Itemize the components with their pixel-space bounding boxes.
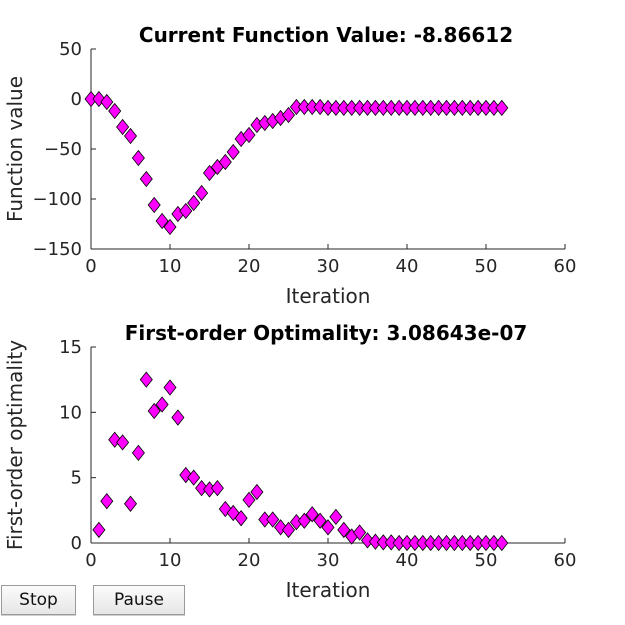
- data-point: [131, 444, 145, 461]
- x-tick-label: 0: [85, 550, 96, 571]
- x-tick-label: 50: [475, 256, 498, 277]
- data-point: [163, 218, 177, 236]
- data-point: [100, 93, 114, 111]
- data-point: [210, 479, 224, 497]
- x-tick-label: 20: [238, 550, 261, 571]
- data-point: [139, 371, 153, 388]
- pause-button[interactable]: Pause: [93, 585, 185, 615]
- data-point: [195, 184, 209, 202]
- data-point: [163, 379, 177, 396]
- data-point: [218, 153, 232, 171]
- x-tick-label: 30: [317, 550, 340, 571]
- chart-title: First-order Optimality: 3.08643e-07: [125, 321, 528, 345]
- x-tick-label: 30: [317, 256, 340, 277]
- y-tick-label: 10: [59, 402, 82, 423]
- data-point: [305, 506, 319, 523]
- data-point: [139, 170, 153, 188]
- data-point: [147, 196, 161, 214]
- y-tick-label: 15: [59, 337, 82, 358]
- y-tick-label: 5: [71, 468, 82, 489]
- data-point: [116, 118, 130, 136]
- chart-title: Current Function Value: -8.86612: [139, 23, 513, 47]
- data-point: [202, 164, 217, 182]
- data-point: [250, 483, 264, 501]
- data-point: [495, 99, 509, 117]
- data-point: [92, 521, 106, 539]
- data-point: [321, 519, 335, 536]
- x-tick-label: 40: [396, 256, 419, 277]
- data-point: [337, 521, 351, 539]
- data-point: [187, 194, 201, 212]
- data-point: [116, 434, 130, 451]
- data-point: [171, 409, 185, 426]
- x-tick-label: 40: [396, 550, 419, 571]
- y-tick-label: −150: [33, 239, 82, 260]
- data-point: [360, 532, 375, 549]
- y-tick-label: −50: [44, 139, 82, 160]
- data-point: [226, 143, 240, 161]
- y-tick-label: 0: [71, 533, 82, 554]
- data-point: [123, 127, 138, 145]
- y-tick-label: 0: [71, 89, 82, 110]
- data-point: [123, 495, 138, 512]
- x-tick-label: 10: [159, 256, 182, 277]
- data-point: [297, 512, 311, 529]
- data-point: [281, 521, 296, 539]
- top-axes-0: 0 10 20 30 40 50 60 −150 −100 −50 0 50 Current Funct…: [3, 23, 576, 308]
- data-point: [495, 534, 509, 552]
- x-axis-label: Iteration: [286, 578, 371, 602]
- data-point: [187, 469, 201, 486]
- y-tick-label: 50: [59, 39, 82, 60]
- data-point: [108, 102, 122, 120]
- data-point: [242, 126, 256, 144]
- data-point: [281, 106, 296, 124]
- data-point: [242, 491, 256, 509]
- x-tick-label: 50: [475, 550, 498, 571]
- data-point: [329, 508, 343, 526]
- data-point: [155, 396, 169, 413]
- data-point: [179, 202, 193, 220]
- x-axis-label: Iteration: [286, 284, 371, 308]
- x-tick-label: 60: [554, 256, 577, 277]
- data-point: [147, 402, 161, 420]
- x-tick-label: 0: [85, 256, 96, 277]
- data-point: [353, 524, 367, 541]
- data-point: [155, 212, 169, 230]
- data-point: [313, 512, 327, 529]
- stop-button[interactable]: Stop: [1, 585, 76, 615]
- x-tick-label: 10: [159, 550, 182, 571]
- data-point: [313, 98, 327, 116]
- data-point: [195, 479, 209, 497]
- data-point: [131, 149, 145, 167]
- y-axis-label: Function value: [3, 76, 27, 222]
- bottom-axes-1: 0 10 20 30 40 50 60 0 5 10 15 First-order Optimalit…: [3, 321, 576, 602]
- data-point: [234, 510, 248, 527]
- x-tick-label: 60: [554, 550, 577, 571]
- data-point: [266, 511, 280, 528]
- x-tick-label: 20: [238, 256, 261, 277]
- y-axis-label: First-order optimality: [3, 340, 27, 550]
- y-tick-label: −100: [33, 189, 82, 210]
- data-point: [100, 493, 114, 510]
